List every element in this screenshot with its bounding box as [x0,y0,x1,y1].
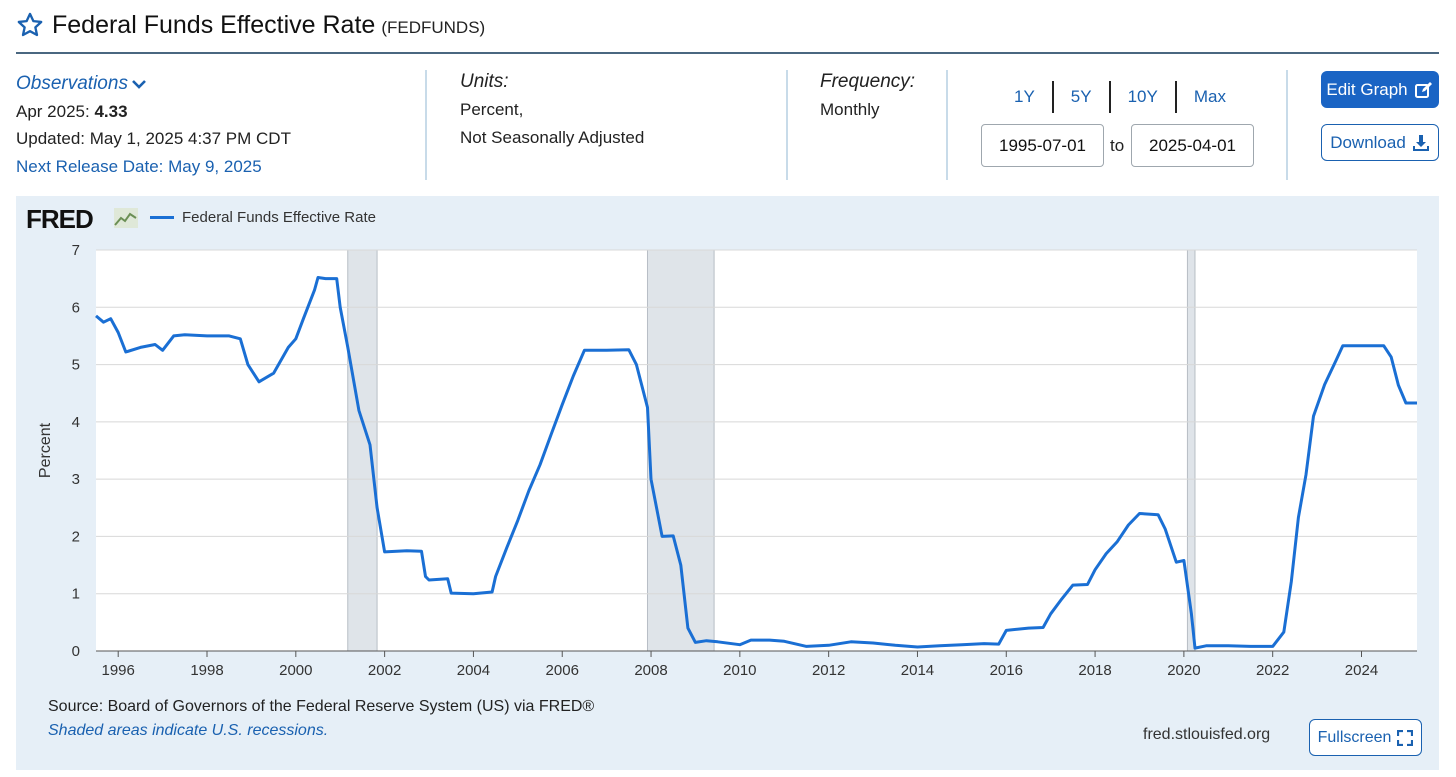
y-tick-label: 2 [72,528,80,545]
recession-band [646,249,715,652]
legend-swatch [150,216,174,219]
divider [425,70,427,180]
page-title: Federal Funds Effective Rate [52,10,376,39]
next-release-link[interactable]: Next Release Date: May 9, 2025 [16,156,262,176]
chart-panel: FRED Federal Funds Effective Rate 0 1 2 3 4 5… [16,196,1439,770]
range-selector: 1Y 5Y 10Y Max [997,81,1243,113]
frequency-value: Monthly [820,100,880,119]
recession-note: Shaded areas indicate U.S. recessions. [48,722,329,739]
x-tick-label: 2024 [1345,662,1378,679]
x-tick-label: 2010 [723,662,756,679]
x-tick-label: 1996 [102,662,135,679]
x-tick-label: 2022 [1256,662,1289,679]
x-tick-label: 2016 [990,662,1023,679]
y-tick-label: 0 [72,643,80,660]
range-separator [1051,81,1054,113]
y-tick-label: 5 [72,357,80,374]
fullscreen-label: Fullscreen [1317,728,1392,746]
fred-logo-text: FRED [26,204,94,234]
line-chart: 0 1 2 3 4 5 6 7 1996 1998 2000 2002 2004 2006 2008 2010… [37,242,1417,679]
divider [946,70,948,180]
y-tick-label: 3 [72,471,80,488]
latest-observation: Apr 2025: 4.33 [16,98,416,126]
observations-block: Observations Apr 2025: 4.33 Updated: May… [16,70,416,180]
x-tick-label: 2020 [1167,662,1200,679]
range-separator [1174,81,1177,113]
x-tick-label: 2006 [546,662,579,679]
edit-graph-label: Edit Graph [1326,79,1408,99]
x-tick-label: 2000 [279,662,312,679]
header-divider [16,52,1439,54]
units-block: Units: Percent, Not Seasonally Adjusted [460,68,644,152]
units-line1: Percent, [460,100,524,119]
frequency-label: Frequency: [820,71,916,92]
y-tick-label: 4 [72,414,80,431]
x-tick-label: 2012 [812,662,845,679]
chevron-down-icon [132,79,146,89]
fred-logo[interactable]: FRED [26,204,94,235]
download-icon [1412,134,1429,151]
units-label: Units: [460,71,509,92]
fullscreen-button[interactable]: Fullscreen [1309,719,1422,756]
fred-url[interactable]: fred.stlouisfed.org [1143,726,1271,743]
y-tick-label: 7 [72,242,80,259]
observation-date: Apr 2025: [16,101,90,121]
fullscreen-icon [1397,729,1414,746]
observations-label: Observations [16,73,128,94]
x-tick-label: 1998 [190,662,223,679]
y-tick-label: 1 [72,586,80,603]
range-5y[interactable]: 5Y [1070,87,1092,106]
end-date-input[interactable]: 2025-04-01 [1131,124,1254,167]
series-line [95,276,1417,650]
divider [786,70,788,180]
x-tick-label: 2008 [634,662,667,679]
range-10y[interactable]: 10Y [1127,87,1158,106]
star-icon[interactable] [16,11,44,39]
page-header: Federal Funds Effective Rate (FEDFUNDS) [16,8,485,42]
download-label: Download [1330,132,1406,152]
y-axis-label: Percent [37,422,54,478]
download-button[interactable]: Download [1321,124,1439,161]
x-tick-label: 2004 [457,662,490,679]
units-line2: Not Seasonally Adjusted [460,128,645,147]
frequency-block: Frequency: Monthly [820,68,915,124]
range-max[interactable]: Max [1193,87,1226,106]
plot-area [96,250,1417,651]
range-1y[interactable]: 1Y [1014,87,1035,106]
start-date-input[interactable]: 1995-07-01 [981,124,1104,167]
x-tick-label: 2002 [368,662,401,679]
legend-label: Federal Funds Effective Rate [182,209,376,226]
to-label: to [1110,136,1125,155]
fred-logo-icon [114,208,138,228]
chart-legend: Federal Funds Effective Rate [150,209,376,226]
divider [1286,70,1288,180]
edit-graph-button[interactable]: Edit Graph [1321,71,1439,108]
x-tick-label: 2018 [1078,662,1111,679]
observations-toggle[interactable]: Observations [16,70,416,98]
y-tick-label: 6 [72,299,80,316]
range-separator [1108,81,1111,113]
x-tick-label: 2014 [901,662,934,679]
observation-value: 4.33 [94,101,128,121]
recession-band [347,249,378,652]
edit-icon [1414,81,1432,98]
source-note: Source: Board of Governors of the Federa… [48,698,595,715]
series-id: (FEDFUNDS) [381,18,486,37]
updated-text: Updated: May 1, 2025 4:37 PM CDT [16,129,291,148]
